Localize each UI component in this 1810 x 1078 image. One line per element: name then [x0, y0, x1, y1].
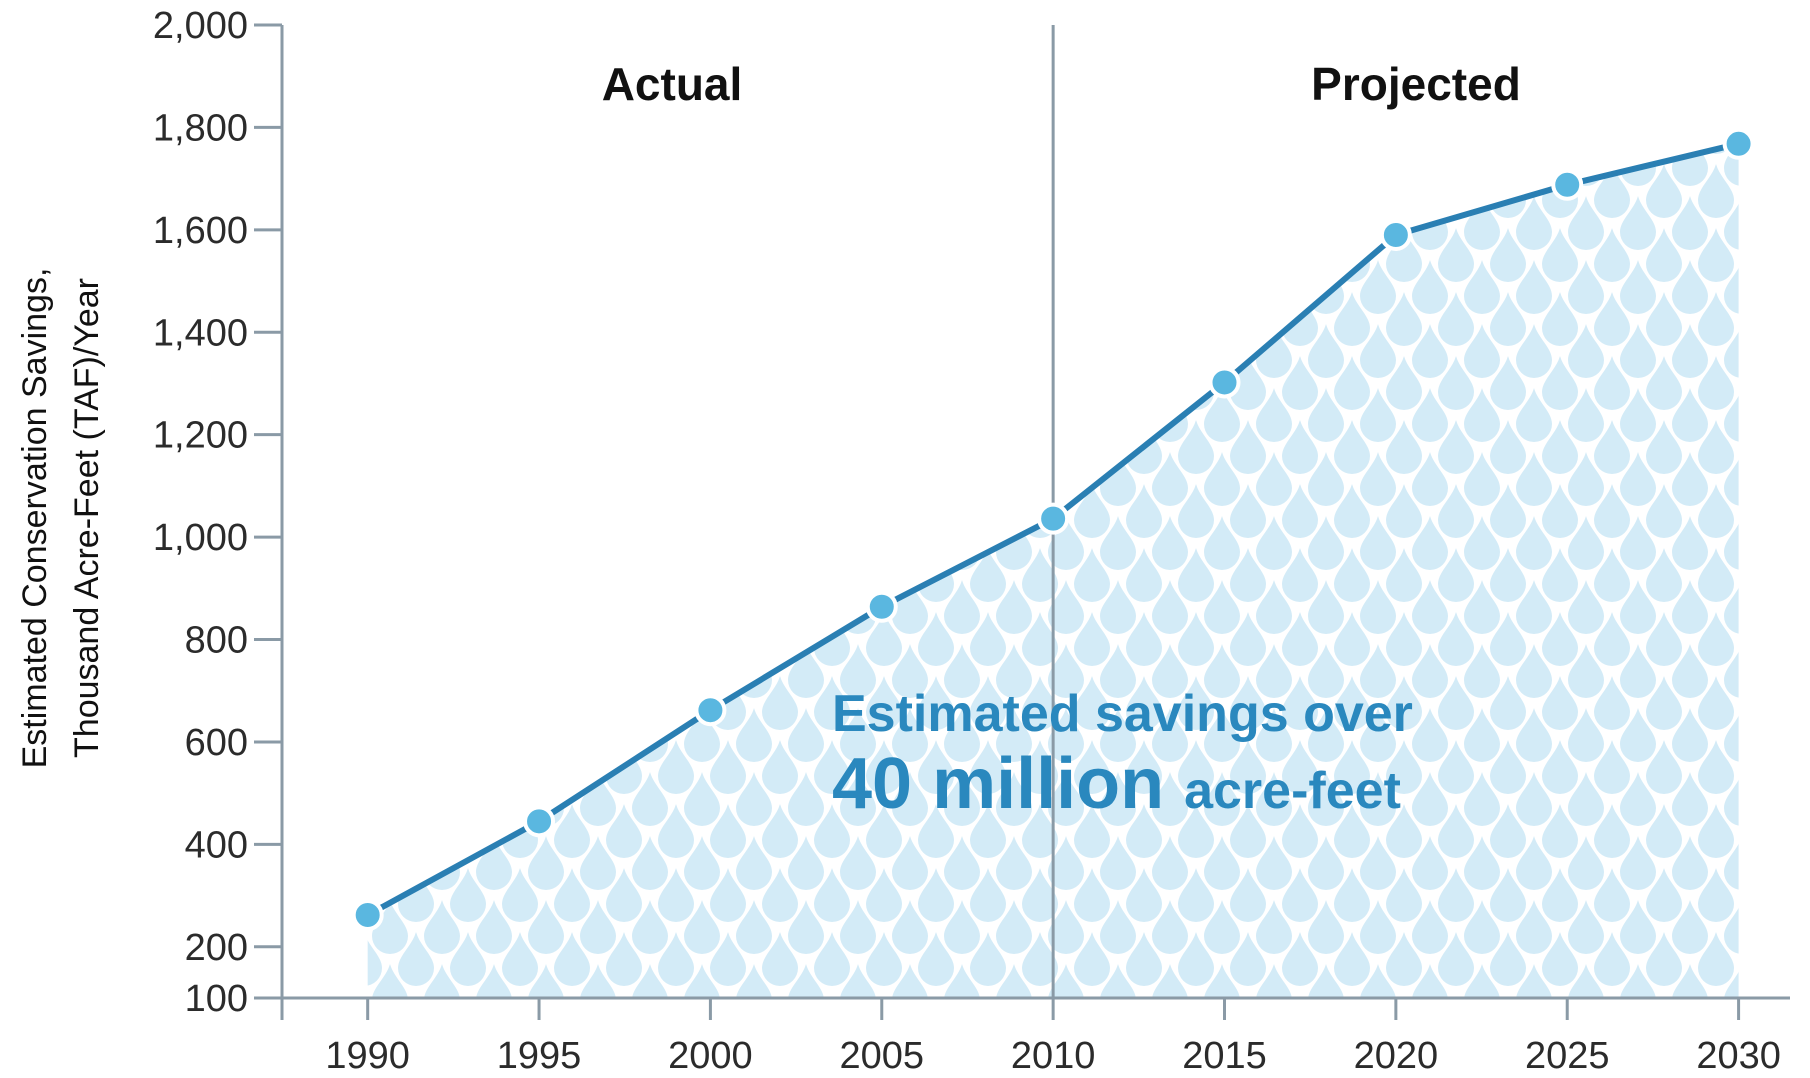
x-tick-label: 2010	[1011, 1035, 1096, 1077]
data-point-2015	[1208, 366, 1241, 399]
data-point-2020	[1379, 218, 1412, 251]
annotation-small: acre-feet	[1184, 762, 1401, 820]
y-tick-label: 1,600	[153, 210, 248, 252]
data-point-2005	[865, 590, 898, 623]
annotation-line2: 40 million acre-feet	[832, 744, 1401, 824]
section-label-projected: Projected	[1311, 58, 1521, 110]
data-point-2030	[1722, 127, 1755, 160]
y-tick-label: 1,800	[153, 107, 248, 149]
y-tick-label: 1,000	[153, 517, 248, 559]
x-tick-label: 2005	[839, 1035, 924, 1077]
x-tick-label: 2025	[1525, 1035, 1610, 1077]
y-tick-label: 100	[185, 978, 248, 1020]
data-point-2010	[1037, 502, 1070, 535]
x-tick-label: 2015	[1182, 1035, 1267, 1077]
y-tick-label: 1,200	[153, 415, 248, 457]
y-axis-ticks: 100 200 400 600 800 1,000 1,200 1,400 1,600 1,800…	[153, 5, 282, 1020]
y-tick-label: 200	[185, 927, 248, 969]
y-tick-label: 1,400	[153, 312, 248, 354]
x-axis-ticks: 1990 1995 2000 2005 2010 2015 2020 2025 2030	[325, 998, 1781, 1077]
data-point-2025	[1551, 168, 1584, 201]
y-tick-label: 2,000	[153, 5, 248, 47]
data-point-2000	[694, 694, 727, 727]
y-tick-label: 600	[185, 722, 248, 764]
data-points	[351, 127, 1755, 932]
data-point-1990	[351, 899, 384, 932]
y-tick-label: 800	[185, 620, 248, 662]
data-point-1995	[523, 805, 556, 838]
y-axis-label-line1: Estimated Conservation Savings,	[16, 268, 54, 769]
y-tick-label: 400	[185, 824, 248, 866]
x-tick-label: 2020	[1354, 1035, 1439, 1077]
annotation-line1: Estimated savings over	[832, 685, 1413, 743]
x-tick-label: 2030	[1696, 1035, 1781, 1077]
y-axis-label-line2: Thousand Acre-Feet (TAF)/Year	[68, 278, 106, 758]
x-tick-label: 1995	[497, 1035, 582, 1077]
section-label-actual: Actual	[602, 58, 743, 110]
x-tick-label: 1990	[325, 1035, 410, 1077]
x-tick-label: 2000	[668, 1035, 753, 1077]
annotation-big: 40 million	[832, 744, 1164, 824]
